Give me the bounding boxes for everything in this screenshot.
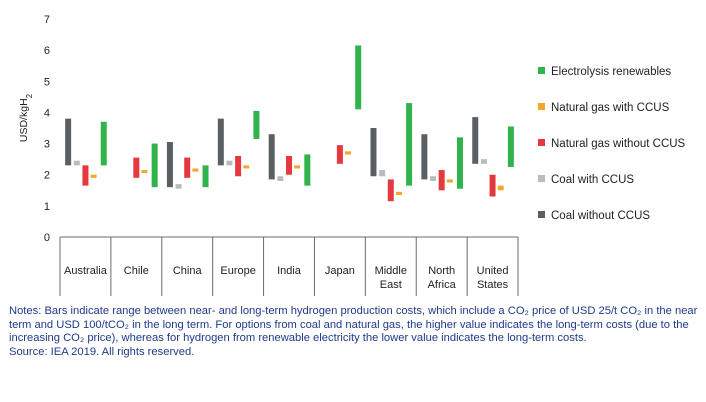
bar-coal-with-ccus-north-africa: [430, 176, 437, 181]
x-tick-label: China: [173, 265, 203, 277]
bar-natural-gas-without-ccus-australia: [82, 165, 89, 186]
bar-coal-with-ccus-europe: [226, 160, 233, 166]
legend-swatch: [538, 139, 545, 146]
bar-electrolysis-renewables-india: [304, 154, 311, 186]
y-tick-label: 6: [44, 45, 50, 57]
bar-coal-without-ccus-united-states: [472, 117, 479, 164]
bars: [65, 45, 514, 202]
x-tick-label: Middle: [375, 265, 407, 277]
bar-electrolysis-renewables-chile: [151, 143, 158, 188]
bar-natural-gas-without-ccus-chile: [133, 157, 140, 178]
bar-natural-gas-without-ccus-japan: [336, 145, 343, 164]
y-tick-label: 5: [44, 76, 50, 88]
bar-natural-gas-with-ccus-japan: [345, 151, 352, 155]
source-text: Source: IEA 2019. All rights reserved.: [9, 345, 195, 358]
legend-label: Natural gas without CCUS: [551, 138, 686, 150]
x-tick-label: Japan: [325, 265, 355, 277]
chart: 0 1 2 3 4 5 6 7 USD/kgH2 Australia Chile China Euro…: [18, 14, 686, 296]
bar-natural-gas-with-ccus-india: [294, 165, 301, 169]
bar-natural-gas-without-ccus-china: [184, 157, 191, 178]
bar-coal-with-ccus-india: [277, 176, 284, 181]
x-tick-label: North: [428, 265, 455, 277]
bar-electrolysis-renewables-middle-east: [406, 103, 413, 186]
bar-electrolysis-renewables-united-states: [507, 126, 514, 167]
bar-natural-gas-with-ccus-europe: [243, 165, 250, 169]
legend-swatch: [538, 211, 545, 218]
bar-coal-without-ccus-europe: [217, 118, 224, 166]
bar-coal-without-ccus-india: [268, 134, 275, 180]
chart-notes: Notes: Bars indicate range between near-…: [9, 305, 699, 359]
bar-natural-gas-without-ccus-united-states: [489, 174, 496, 197]
bar-natural-gas-with-ccus-united-states: [497, 185, 504, 191]
x-tick-label: Chile: [124, 265, 149, 277]
legend-label: Natural gas with CCUS: [551, 102, 670, 114]
legend-swatch: [538, 67, 545, 74]
bar-coal-with-ccus-middle-east: [379, 170, 386, 177]
bar-natural-gas-with-ccus-australia: [90, 174, 97, 178]
bar-natural-gas-with-ccus-chile: [141, 170, 148, 174]
bar-natural-gas-without-ccus-north-africa: [438, 170, 445, 191]
bar-electrolysis-renewables-australia: [100, 121, 107, 166]
x-tick-label: Europe: [220, 265, 255, 277]
x-tick-label: East: [380, 279, 402, 291]
bar-natural-gas-with-ccus-middle-east: [395, 191, 402, 195]
bar-coal-with-ccus-united-states: [480, 159, 487, 164]
bar-coal-without-ccus-australia: [65, 118, 72, 166]
y-tick-label: 1: [44, 201, 50, 213]
bar-electrolysis-renewables-china: [202, 165, 209, 188]
y-axis: 0 1 2 3 4 5 6 7 USD/kgH2: [18, 14, 50, 244]
bar-coal-without-ccus-china: [166, 142, 173, 188]
y-tick-label: 2: [44, 170, 50, 182]
legend-label: Electrolysis renewables: [551, 66, 671, 78]
bar-coal-with-ccus-australia: [73, 160, 80, 166]
x-tick-label: Africa: [428, 279, 457, 291]
y-tick-label: 0: [44, 232, 50, 244]
chart-svg: 0 1 2 3 4 5 6 7 USD/kgH2 Australia Chile China Euro…: [18, 14, 686, 296]
x-tick-label: States: [477, 279, 509, 291]
bar-natural-gas-with-ccus-china: [192, 168, 199, 172]
x-tick-label: India: [277, 265, 302, 277]
legend-label: Coal without CCUS: [551, 210, 650, 222]
bar-natural-gas-without-ccus-europe: [235, 156, 242, 177]
legend-label: Coal with CCUS: [551, 174, 634, 186]
bar-natural-gas-without-ccus-india: [286, 156, 292, 175]
bar-electrolysis-renewables-japan: [355, 45, 362, 110]
legend: Electrolysis renewables Natural gas with …: [538, 66, 686, 222]
y-tick-label: 7: [44, 14, 50, 26]
y-axis-label: USD/kgH2: [18, 93, 34, 142]
bar-natural-gas-without-ccus-middle-east: [387, 179, 394, 202]
legend-swatch: [538, 103, 545, 110]
x-tick-label: United: [477, 265, 509, 277]
bar-coal-with-ccus-china: [175, 184, 182, 189]
bar-coal-without-ccus-north-africa: [421, 134, 428, 180]
bar-electrolysis-renewables-north-africa: [456, 137, 463, 189]
x-tick-label: Australia: [64, 265, 108, 277]
legend-swatch: [538, 175, 545, 182]
bar-coal-without-ccus-middle-east: [370, 128, 377, 177]
y-tick-label: 3: [44, 139, 50, 151]
notes-text: Notes: Bars indicate range between near-…: [9, 305, 698, 345]
x-axis: Australia Chile China Europe India Japan Middl…: [59, 236, 519, 296]
bar-electrolysis-renewables-europe: [253, 110, 260, 139]
y-tick-label: 4: [44, 107, 50, 119]
bar-natural-gas-with-ccus-north-africa: [446, 179, 453, 183]
